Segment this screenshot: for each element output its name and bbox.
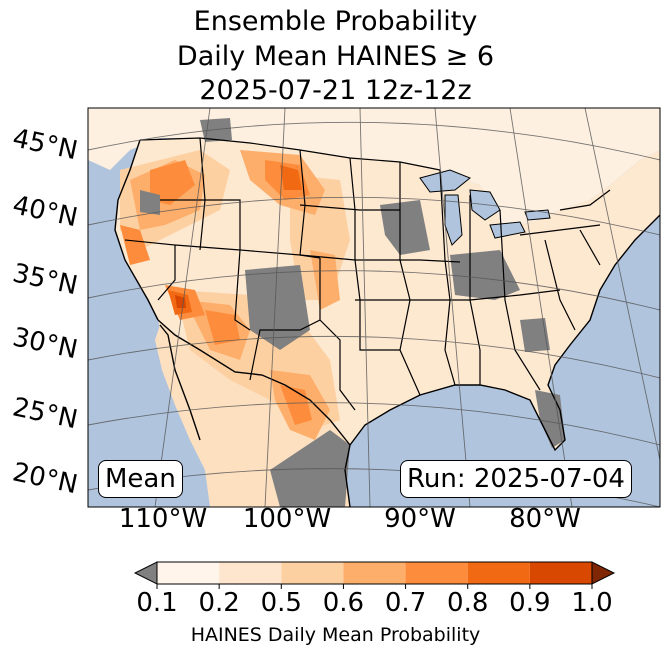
coastlines xyxy=(114,139,660,507)
colorbar-tick-label: 1.0 xyxy=(571,588,613,618)
colorbar-bin xyxy=(467,562,530,584)
title-line-1: Ensemble Probability xyxy=(193,6,478,37)
colorbar-tick-label: 0.7 xyxy=(384,588,427,618)
lon-label-90: 90°W xyxy=(384,504,456,534)
colorbar-tick-label: 0.9 xyxy=(509,588,551,618)
baja-peninsula xyxy=(155,325,200,440)
colorbar-tick-label: 0.2 xyxy=(198,588,240,618)
colorbar xyxy=(133,561,616,589)
title-line-2: Daily Mean HAINES ≥ 6 xyxy=(176,41,495,72)
colorbar-bin xyxy=(529,562,592,584)
colorbar-tick-label: 0.1 xyxy=(136,588,178,618)
title-line-3: 2025-07-21 12z-12z xyxy=(199,75,472,106)
colorbar-tick-label: 0.6 xyxy=(322,588,365,618)
map-frame xyxy=(87,107,661,508)
map-area xyxy=(88,108,660,507)
mode-badge: Mean xyxy=(98,460,183,498)
lon-label-110: 110°W xyxy=(118,504,208,534)
lon-label-80: 80°W xyxy=(509,504,581,534)
colorbar-frame xyxy=(156,561,593,585)
colorbar-tick-label: 0.5 xyxy=(260,588,302,618)
colorbar-over-extend xyxy=(591,561,616,585)
colorbar-bin xyxy=(157,562,220,584)
colorbar-tick-label: 0.8 xyxy=(447,588,489,618)
run-badge: Run: 2025-07-04 xyxy=(400,460,632,498)
colorbar-bin xyxy=(343,562,406,584)
colorbar-bin xyxy=(405,562,468,584)
lon-label-100: 100°W xyxy=(242,504,332,534)
colorbar-bin xyxy=(281,562,344,584)
colorbar-bin xyxy=(219,562,282,584)
colorbar-title: HAINES Daily Mean Probability xyxy=(190,624,481,646)
colorbar-under-extend xyxy=(133,561,158,585)
graticule xyxy=(88,108,660,507)
state-borders xyxy=(124,137,611,411)
